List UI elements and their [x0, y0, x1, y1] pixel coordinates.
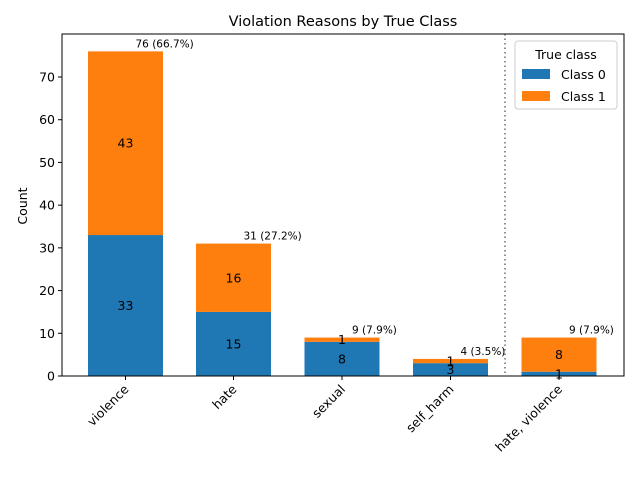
bar-class-0-sexual: [304, 341, 380, 376]
legend: True class Class 0 Class 1: [514, 40, 618, 110]
y-tick-label: 70: [39, 70, 55, 85]
legend-label: Class 0: [561, 67, 606, 82]
y-tick-label: 0: [47, 369, 55, 384]
y-tick-label: 40: [39, 198, 55, 213]
legend-title: True class: [534, 47, 597, 62]
total-label: 9 (7.9%): [569, 325, 614, 337]
segment-label: 33: [118, 298, 134, 313]
x-tick-label: sexual: [309, 382, 348, 421]
bar-class-1-hate-violence: [521, 337, 597, 372]
y-tick-label: 30: [39, 240, 55, 255]
bar-class-0-hate-violence: [521, 371, 597, 376]
y-axis-title: Count: [15, 187, 30, 224]
y-tick-label: 20: [39, 283, 55, 298]
bar-class-0-self-harm: [413, 363, 488, 376]
y-tick-label: 50: [39, 155, 55, 170]
segment-label: 3: [447, 362, 455, 377]
bar-class-1-hate: [196, 243, 271, 312]
total-label: 4 (3.5%): [461, 346, 506, 358]
segment-label: 43: [118, 136, 134, 151]
segment-label: 1: [447, 354, 455, 369]
legend-label: Class 1: [561, 89, 606, 104]
segment-label: 1: [555, 366, 563, 381]
segment-label: 1: [338, 332, 346, 347]
segment-label: 15: [226, 336, 242, 351]
legend-swatch: [522, 91, 550, 101]
total-label: 9 (7.9%): [352, 325, 397, 337]
bar-class-0-violence: [88, 235, 163, 376]
total-label: 31 (27.2%): [244, 231, 302, 243]
x-tick-label: self_harm: [403, 382, 457, 436]
x-tick-label: hate: [209, 381, 240, 412]
y-tick-label: 60: [39, 112, 55, 127]
bar-class-1-sexual: [304, 337, 380, 342]
y-tick-label: 10: [39, 326, 55, 341]
x-tick-label: hate, violence: [492, 381, 565, 454]
bar-class-1-violence: [88, 51, 163, 236]
x-tick-label: violence: [84, 381, 132, 429]
segment-label: 16: [226, 270, 242, 285]
bar-class-1-self-harm: [413, 358, 488, 364]
segment-label: 8: [338, 351, 346, 366]
bar-class-0-hate: [196, 311, 271, 376]
total-label: 76 (66.7%): [136, 38, 194, 50]
segment-label: 8: [555, 347, 563, 362]
chart-title: Violation Reasons by True Class: [229, 14, 458, 30]
legend-swatch: [522, 69, 550, 79]
